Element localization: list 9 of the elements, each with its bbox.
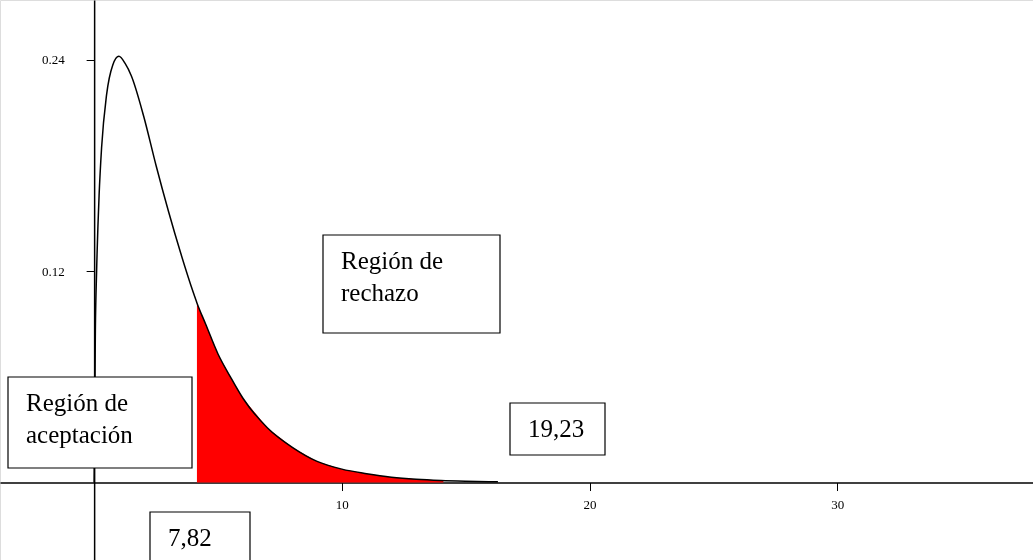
annotation: 7,82 xyxy=(168,524,212,551)
y-tick-label: 0.24 xyxy=(41,52,66,68)
x-tick-label: 10 xyxy=(335,497,349,513)
annotation: Región de rechazo xyxy=(341,247,444,306)
y-tick-label: 0.12 xyxy=(41,263,65,279)
annotation: 19,23 xyxy=(528,415,585,442)
x-tick-label: 20 xyxy=(583,497,597,513)
x-tick-label: 30 xyxy=(831,497,845,513)
annotation: Región de aceptación xyxy=(26,389,134,448)
